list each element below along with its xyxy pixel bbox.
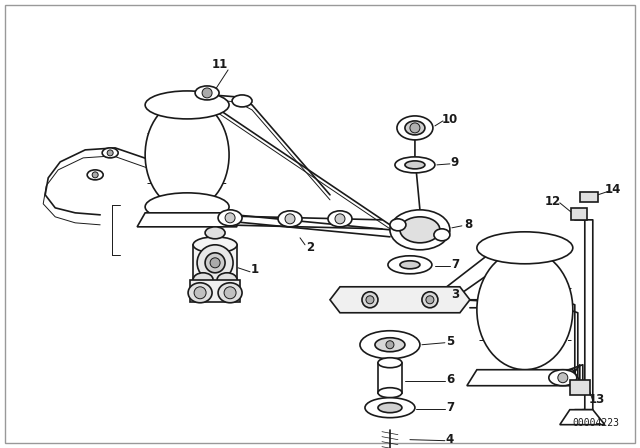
Circle shape [92, 172, 98, 178]
Ellipse shape [145, 193, 229, 221]
Polygon shape [467, 370, 583, 386]
Ellipse shape [217, 273, 237, 287]
Polygon shape [330, 287, 470, 313]
Text: 5: 5 [446, 335, 454, 348]
Text: 4: 4 [446, 433, 454, 446]
Ellipse shape [193, 237, 237, 253]
Ellipse shape [477, 232, 573, 264]
Text: 8: 8 [464, 218, 472, 231]
Polygon shape [137, 213, 237, 227]
Ellipse shape [378, 358, 402, 368]
Ellipse shape [405, 121, 425, 135]
Circle shape [558, 373, 568, 383]
Ellipse shape [232, 95, 252, 107]
Bar [580, 192, 598, 202]
Ellipse shape [390, 210, 450, 250]
Text: 6: 6 [446, 373, 454, 386]
Ellipse shape [388, 256, 432, 274]
Text: 1: 1 [251, 263, 259, 276]
Ellipse shape [197, 245, 233, 281]
Bar [193, 245, 237, 280]
Ellipse shape [378, 388, 402, 398]
Bar [570, 380, 590, 395]
Ellipse shape [390, 219, 406, 231]
Text: 9: 9 [451, 156, 459, 169]
Ellipse shape [397, 116, 433, 140]
Circle shape [225, 213, 235, 223]
Ellipse shape [405, 161, 425, 169]
Ellipse shape [360, 331, 420, 359]
Ellipse shape [400, 217, 440, 243]
Ellipse shape [195, 86, 219, 100]
Ellipse shape [205, 227, 225, 239]
Ellipse shape [395, 157, 435, 173]
Ellipse shape [477, 250, 573, 370]
Text: 12: 12 [545, 195, 561, 208]
Text: 11: 11 [212, 58, 228, 71]
Bar [378, 363, 402, 393]
Circle shape [410, 123, 420, 133]
Bar [571, 208, 587, 220]
Ellipse shape [328, 211, 352, 227]
Circle shape [422, 292, 438, 308]
Text: 2: 2 [306, 241, 314, 254]
Circle shape [362, 292, 378, 308]
Ellipse shape [378, 403, 402, 413]
Ellipse shape [549, 370, 577, 386]
Circle shape [366, 296, 374, 304]
Ellipse shape [365, 398, 415, 418]
Ellipse shape [278, 211, 302, 227]
Ellipse shape [87, 170, 103, 180]
Ellipse shape [434, 229, 450, 241]
Text: 10: 10 [442, 113, 458, 126]
Circle shape [386, 341, 394, 349]
Text: 7: 7 [451, 258, 459, 271]
Ellipse shape [188, 283, 212, 303]
Circle shape [205, 253, 225, 273]
Ellipse shape [145, 91, 229, 119]
Ellipse shape [145, 100, 229, 210]
Ellipse shape [102, 148, 118, 158]
Polygon shape [560, 409, 605, 425]
Circle shape [194, 287, 206, 299]
Circle shape [426, 296, 434, 304]
Circle shape [202, 88, 212, 98]
Circle shape [285, 214, 295, 224]
Text: 13: 13 [589, 393, 605, 406]
Ellipse shape [400, 261, 420, 269]
Ellipse shape [218, 283, 242, 303]
Bar [190, 280, 240, 302]
Circle shape [335, 214, 345, 224]
Ellipse shape [218, 210, 242, 226]
Ellipse shape [193, 273, 213, 287]
Text: 7: 7 [446, 401, 454, 414]
Text: 00004223: 00004223 [573, 418, 620, 428]
Text: 14: 14 [605, 183, 621, 196]
Circle shape [224, 287, 236, 299]
Circle shape [210, 258, 220, 268]
Text: 3: 3 [451, 288, 459, 301]
Ellipse shape [375, 338, 405, 352]
Circle shape [107, 150, 113, 156]
